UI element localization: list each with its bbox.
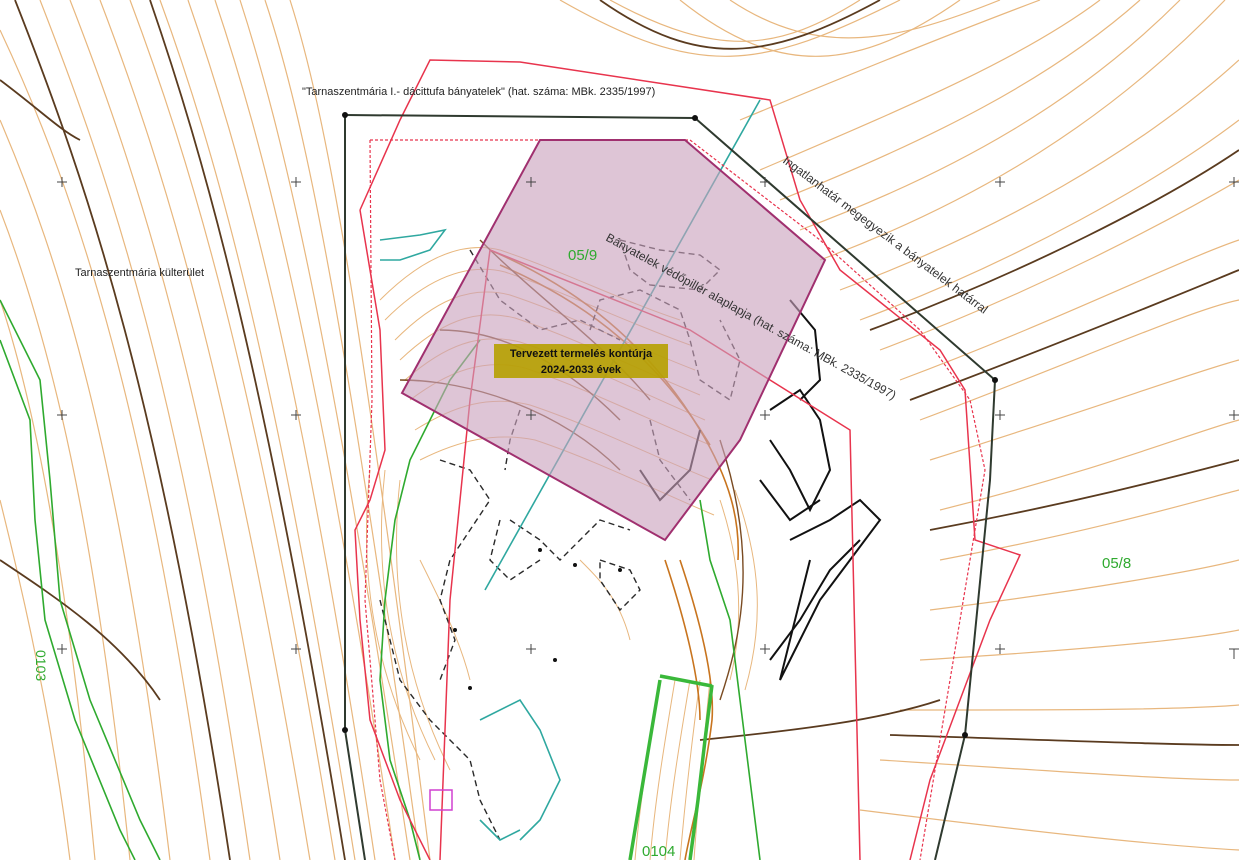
- grid-cross-icon: [760, 644, 770, 654]
- survey-point-icon: [342, 112, 348, 118]
- grid-cross-icon: [57, 410, 67, 420]
- contour-lines-right: [559, 0, 1239, 851]
- planned-contour-label-box: [494, 344, 668, 378]
- planned-production-polygon[interactable]: [400, 139, 827, 542]
- grid-cross-icon: [57, 644, 67, 654]
- planned-contour-label-line2: 2024-2033 évek: [541, 364, 622, 376]
- survey-point-icon: [468, 686, 472, 690]
- grid-cross-icon: [526, 410, 536, 420]
- grid-cross-icon: [526, 177, 536, 187]
- mine-plot-title: "Tarnaszentmária I.- dácittufa bányatele…: [302, 86, 655, 98]
- survey-point-icon: [573, 563, 577, 567]
- grid-cross-icon: [995, 410, 1005, 420]
- survey-point-icon: [618, 568, 622, 572]
- parcel-05-8-label: 05/8: [1102, 555, 1131, 572]
- road-parcel-0104: [628, 674, 714, 860]
- grid-cross-icon: [526, 644, 536, 654]
- planned-contour-label-line1: Tervezett termelés kontúrja: [510, 348, 653, 360]
- survey-point-icon: [962, 732, 968, 738]
- grid-cross-icon: [760, 177, 770, 187]
- contour-lines-left: [0, 0, 431, 860]
- grid-cross-icon: [1229, 177, 1239, 187]
- survey-points: [342, 112, 998, 738]
- survey-point-icon: [538, 548, 542, 552]
- index-contours-left: [0, 0, 346, 860]
- parcel-0104-label: 0104: [642, 843, 675, 860]
- small-structure: [429, 789, 453, 811]
- survey-point-icon: [692, 115, 698, 121]
- survey-point-icon: [553, 658, 557, 662]
- grid-crosses: [57, 177, 1239, 659]
- boundary-note-label: Ingatlanhatár megegyezik a bányatelek ha…: [780, 153, 990, 316]
- grid-cross-icon: [1229, 648, 1239, 659]
- grid-cross-icon: [57, 177, 67, 187]
- property-lines-dashed: [364, 139, 986, 860]
- grid-cross-icon: [995, 644, 1005, 654]
- outer-area-label: Tarnaszentmária külterület: [75, 267, 204, 279]
- grid-cross-icon: [1229, 410, 1239, 420]
- grid-cross-icon: [291, 644, 301, 654]
- grid-cross-icon: [760, 410, 770, 420]
- grid-cross-icon: [291, 177, 301, 187]
- parcel-05-9-label: 05/9: [568, 247, 597, 264]
- index-contours-right: [599, 0, 1239, 746]
- parcel-0103-label: 0103: [33, 650, 49, 681]
- survey-point-icon: [992, 377, 998, 383]
- survey-point-icon: [453, 628, 457, 632]
- survey-point-icon: [342, 727, 348, 733]
- grid-cross-icon: [291, 410, 301, 420]
- grid-cross-icon: [995, 177, 1005, 187]
